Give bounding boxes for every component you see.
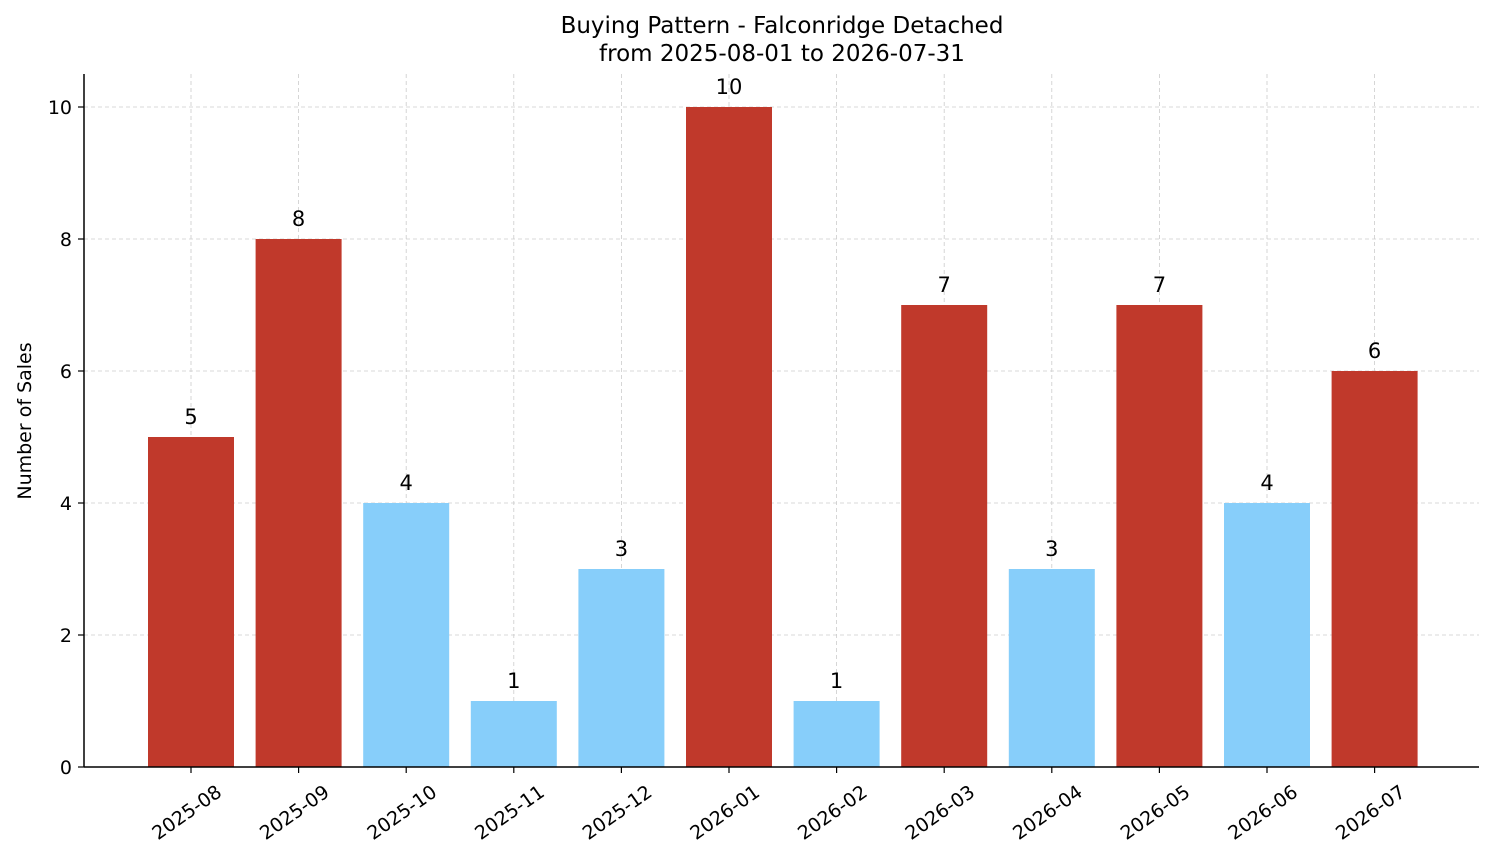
x-tick-label: 2026-02	[794, 781, 872, 845]
x-tick-label: 2026-07	[1332, 781, 1410, 845]
y-tick-label: 2	[60, 625, 72, 647]
x-tick-label: 2026-04	[1009, 781, 1087, 845]
chart-title: Buying Pattern - Falconridge Detached	[561, 13, 1004, 39]
bar-2025-11	[470, 701, 557, 767]
bar-2026-03	[901, 305, 988, 767]
x-tick-label: 2026-06	[1224, 781, 1302, 845]
y-ticks: 0 2 4 6 8 10	[48, 97, 84, 779]
chart-subtitle: from 2025-08-01 to 2026-07-31	[599, 41, 965, 67]
bars	[148, 107, 1418, 767]
y-tick-label: 4	[60, 493, 72, 515]
bar-value-label: 7	[938, 273, 951, 297]
bar-value-label: 7	[1153, 273, 1166, 297]
bar-value-label: 8	[292, 207, 305, 231]
bar-value-label: 5	[184, 405, 197, 429]
y-axis-title: Number of Sales	[14, 342, 36, 499]
bar-value-label: 3	[615, 537, 628, 561]
x-tick-label: 2025-11	[471, 781, 549, 845]
bar-2026-06	[1224, 503, 1310, 767]
x-tick-label: 2025-08	[148, 781, 226, 845]
bar-2026-04	[1008, 569, 1095, 767]
bar-2026-01	[686, 107, 772, 767]
y-tick-label: 0	[60, 757, 72, 779]
x-tick-label: 2025-10	[363, 781, 441, 845]
bar-2025-12	[578, 569, 665, 767]
bar-value-label: 4	[1260, 471, 1273, 495]
x-tick-label: 2025-12	[579, 781, 657, 845]
x-tick-label: 2026-03	[901, 781, 979, 845]
bar-value-label: 1	[507, 669, 520, 693]
y-tick-label: 10	[48, 97, 72, 119]
x-tick-label: 2026-01	[686, 781, 764, 845]
bar-2025-08	[148, 437, 234, 767]
bar-2025-10	[363, 503, 450, 767]
y-tick-label: 8	[60, 229, 72, 251]
y-tick-label: 6	[60, 361, 72, 383]
bar-value-label: 6	[1368, 339, 1381, 363]
bar-value-label: 3	[1045, 537, 1058, 561]
bar-2026-02	[793, 701, 880, 767]
x-tick-label: 2026-05	[1117, 781, 1195, 845]
x-ticks: 2025-08 2025-09 2025-10 2025-11 2025-12 2026-…	[148, 767, 1409, 845]
bar-2026-05	[1116, 305, 1203, 767]
bar-value-label: 4	[400, 471, 413, 495]
bar-value-label: 1	[830, 669, 843, 693]
bar-value-label: 10	[716, 75, 743, 99]
x-tick-label: 2025-09	[256, 781, 334, 845]
axes	[83, 74, 1479, 768]
bar-2025-09	[255, 239, 342, 767]
bar-2026-07	[1331, 371, 1418, 767]
